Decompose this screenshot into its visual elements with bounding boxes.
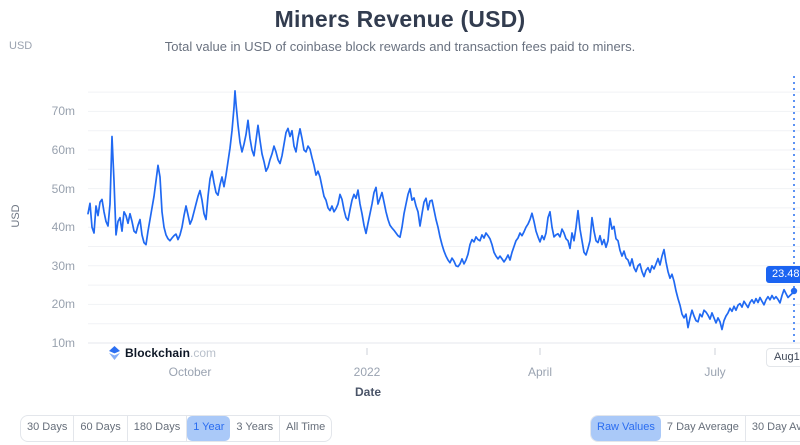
y-tick-label: 40m [51,220,75,235]
x-tick-label: April [527,365,552,379]
y-tick-label: 70m [51,104,75,119]
y-tick-label: 30m [51,258,75,273]
unit-corner-label: USD [9,40,33,52]
button-raw-values[interactable]: Raw Values [591,416,661,441]
button-30-day-average[interactable]: 30 Day Average [751,421,800,433]
watermark-tld: .com [190,346,217,360]
time-range-button-group: 30 Days 60 Days 180 Days 1 Year 3 Years All T… [20,415,333,442]
button-60-days[interactable]: 60 Days [74,416,128,441]
button-30-days[interactable]: 30 Days [21,416,75,441]
x-tick-label: October [168,365,212,379]
cursor-dot [790,287,798,295]
button-all-time[interactable]: All Time [286,421,326,433]
y-tick-label: 20m [51,297,75,312]
x-tick-label: 2022 [353,365,381,379]
revenue-line [87,90,795,331]
watermark-brand: Blockchain [125,346,191,360]
y-tick-label: 10m [51,336,75,350]
blockchain-watermark: Blockchain .com [108,346,216,360]
page-subtitle: Total value in USD of coinbase block rew… [164,39,636,54]
cursor-date-tooltip: Aug12 [766,348,800,367]
y-tick-label: 50m [51,181,75,196]
page-title: Miners Revenue (USD) [274,6,526,32]
blockchain-logo-icon [109,346,120,360]
x-tick-label: July [704,365,726,379]
button-3-years[interactable]: 3 Years [230,416,281,441]
button-180-days[interactable]: 180 Days [128,416,188,441]
button-1-year[interactable]: 1 Year [187,416,231,441]
x-axis-title: Date [354,385,381,399]
cursor-value-tooltip: 23.48 [766,266,800,283]
button-7-day-average[interactable]: 7 Day Average [661,416,746,441]
y-tick-label: 60m [51,143,75,157]
